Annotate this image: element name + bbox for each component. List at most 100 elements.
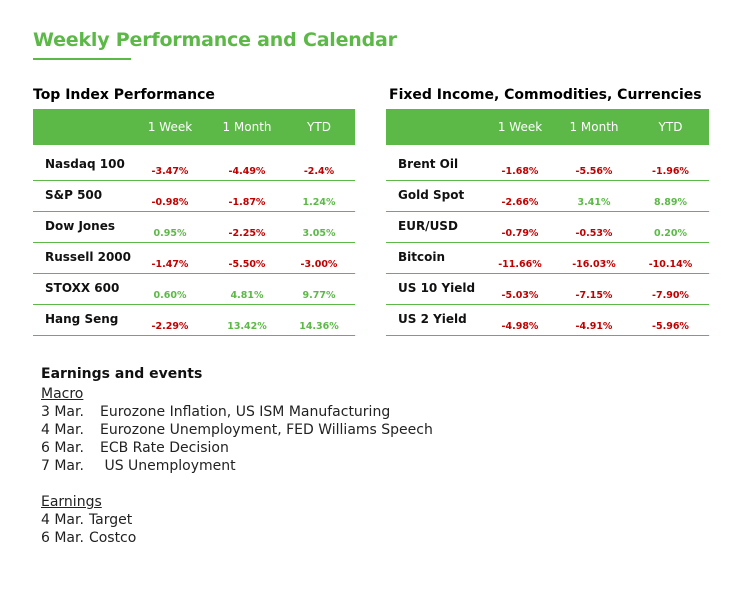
- row-label: Bitcoin: [398, 250, 446, 264]
- value-1-month: -4.49%: [228, 166, 266, 177]
- value-ytd: -1.96%: [652, 166, 689, 177]
- macro-label: Macro: [41, 386, 84, 402]
- table-header: 1 Week 1 Month YTD: [386, 109, 709, 145]
- row-label: Gold Spot: [398, 188, 465, 202]
- value-1-month: -5.56%: [575, 166, 613, 177]
- event-text: Eurozone Unemployment, FED Williams Spee…: [100, 422, 433, 438]
- value-1-month: -5.50%: [228, 259, 266, 270]
- value-ytd: -5.96%: [652, 321, 689, 332]
- fixed-income-table: 1 Week 1 Month YTD Brent Oil -1.68% -5.56%…: [386, 109, 709, 336]
- value-ytd: 0.20%: [654, 228, 687, 239]
- value-1-month: -7.15%: [575, 290, 613, 301]
- left-table-heading: Top Index Performance: [33, 87, 215, 103]
- value-1-week: -2.66%: [501, 197, 539, 208]
- column-header-1-week: 1 Week: [147, 120, 193, 134]
- table-header: 1 Week 1 Month YTD: [33, 109, 355, 145]
- row-label: EUR/USD: [398, 219, 458, 233]
- row-label: Russell 2000: [45, 250, 132, 264]
- event-date: 4 Mar.: [41, 512, 84, 528]
- value-ytd: 3.05%: [302, 228, 336, 239]
- list-item: 4 Mar. Eurozone Unemployment, FED William…: [41, 421, 433, 439]
- earnings-label: Earnings: [41, 494, 102, 510]
- table-row: S&P 500 -0.98% -1.87% 1.24%: [33, 181, 355, 212]
- event-date: 4 Mar.: [41, 422, 84, 438]
- index-performance-table: 1 Week 1 Month YTD Nasdaq 100 -3.47% -4.49…: [33, 109, 355, 336]
- events-heading: Earnings and events: [41, 366, 203, 382]
- row-label: US 10 Yield: [398, 281, 476, 295]
- value-ytd: 9.77%: [302, 290, 336, 301]
- row-label: Brent Oil: [398, 157, 459, 171]
- row-label: Nasdaq 100: [45, 157, 125, 171]
- value-1-week: 0.60%: [153, 290, 187, 301]
- value-1-week: -11.66%: [498, 259, 542, 270]
- page-title: Weekly Performance and Calendar: [33, 29, 397, 51]
- list-item: 6 Mar. Costco: [41, 529, 433, 547]
- value-ytd: 8.89%: [654, 197, 687, 208]
- column-header-1-month: 1 Month: [569, 120, 619, 134]
- table-row: Bitcoin -11.66% -16.03% -10.14%: [386, 243, 709, 274]
- table-row: Nasdaq 100 -3.47% -4.49% -2.4%: [33, 150, 355, 181]
- value-1-month: -4.91%: [575, 321, 613, 332]
- event-date: 6 Mar.: [41, 530, 84, 546]
- table-row: Russell 2000 -1.47% -5.50% -3.00%: [33, 243, 355, 274]
- event-text: Target: [88, 512, 133, 528]
- value-1-week: -5.03%: [501, 290, 539, 301]
- table-row: US 2 Yield -4.98% -4.91% -5.96%: [386, 305, 709, 336]
- row-label: Dow Jones: [45, 219, 116, 233]
- column-header-ytd: YTD: [307, 120, 331, 134]
- value-1-week: -0.98%: [151, 197, 189, 208]
- earnings-and-events: Earnings and events Macro 3 Mar. Eurozone…: [41, 366, 433, 547]
- column-header-ytd: YTD: [658, 120, 683, 134]
- value-ytd: -2.4%: [303, 166, 335, 177]
- value-ytd: 14.36%: [299, 321, 339, 332]
- value-1-month: -2.25%: [228, 228, 266, 239]
- right-table-heading: Fixed Income, Commodities, Currencies: [389, 87, 702, 103]
- table-body: Brent Oil -1.68% -5.56% -1.96% Gold Spot -2.6…: [386, 150, 709, 336]
- value-1-week: -1.47%: [151, 259, 189, 270]
- value-ytd: 1.24%: [302, 197, 336, 208]
- value-1-month: -1.87%: [228, 197, 266, 208]
- event-text: Eurozone Inflation, US ISM Manufacturing: [100, 404, 391, 420]
- column-header-1-month: 1 Month: [222, 120, 272, 134]
- value-1-week: -4.98%: [501, 321, 539, 332]
- value-1-week: 0.95%: [153, 228, 187, 239]
- list-item: 4 Mar. Target: [41, 511, 433, 529]
- row-label: US 2 Yield: [398, 312, 467, 326]
- table-row: US 10 Yield -5.03% -7.15% -7.90%: [386, 274, 709, 305]
- list-item: 6 Mar. ECB Rate Decision: [41, 439, 433, 457]
- value-1-week: -3.47%: [151, 166, 189, 177]
- value-1-month: 3.41%: [577, 197, 611, 208]
- table-row: EUR/USD -0.79% -0.53% 0.20%: [386, 212, 709, 243]
- event-text: ECB Rate Decision: [100, 440, 229, 456]
- event-date: 6 Mar.: [41, 440, 84, 456]
- table-row: Hang Seng -2.29% 13.42% 14.36%: [33, 305, 355, 336]
- table-body: Nasdaq 100 -3.47% -4.49% -2.4% S&P 500 -0.98%…: [33, 150, 355, 336]
- value-ytd: -3.00%: [300, 259, 338, 270]
- macro-list: 3 Mar. Eurozone Inflation, US ISM Manufac…: [41, 403, 433, 475]
- value-1-month: 13.42%: [227, 321, 267, 332]
- table-row: STOXX 600 0.60% 4.81% 9.77%: [33, 274, 355, 305]
- value-1-week: -0.79%: [501, 228, 539, 239]
- table-row: Dow Jones 0.95% -2.25% 3.05%: [33, 212, 355, 243]
- table-row: Brent Oil -1.68% -5.56% -1.96%: [386, 150, 709, 181]
- row-label: Hang Seng: [45, 312, 119, 326]
- value-1-month: -16.03%: [572, 259, 616, 270]
- event-text: Costco: [88, 530, 137, 546]
- event-text: US Unemployment: [100, 458, 236, 474]
- value-1-month: 4.81%: [230, 290, 264, 301]
- value-1-month: -0.53%: [575, 228, 613, 239]
- row-label: STOXX 600: [45, 281, 120, 295]
- earnings-list: 4 Mar. Target 6 Mar. Costco: [41, 511, 433, 547]
- list-item: 7 Mar. US Unemployment: [41, 457, 433, 475]
- value-1-week: -1.68%: [501, 166, 539, 177]
- event-date: 7 Mar.: [41, 458, 84, 474]
- value-ytd: -7.90%: [652, 290, 689, 301]
- row-label: S&P 500: [45, 188, 103, 202]
- list-item: 3 Mar. Eurozone Inflation, US ISM Manufac…: [41, 403, 433, 421]
- table-row: Gold Spot -2.66% 3.41% 8.89%: [386, 181, 709, 212]
- value-1-week: -2.29%: [151, 321, 189, 332]
- title-underline: [33, 58, 131, 60]
- column-header-1-week: 1 Week: [497, 120, 543, 134]
- event-date: 3 Mar.: [41, 404, 84, 420]
- value-ytd: -10.14%: [648, 259, 693, 270]
